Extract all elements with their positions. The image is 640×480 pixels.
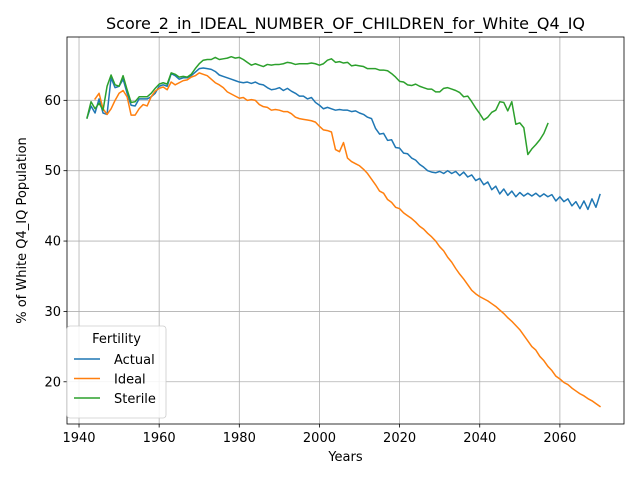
- series-lines: [86, 55, 602, 408]
- series-line-actual: [86, 67, 601, 211]
- legend-title: Fertility: [92, 332, 141, 347]
- x-tick-label: 2040: [463, 431, 496, 446]
- legend-items: Actual Ideal Sterile: [74, 353, 156, 407]
- chart-title: Score_2_in_IDEAL_NUMBER_OF_CHILDREN_for_…: [106, 14, 585, 34]
- y-tick-label: 50: [44, 164, 61, 179]
- legend-label-actual: Actual: [114, 353, 155, 368]
- y-axis-label: % of White Q4_IQ Population: [15, 137, 30, 324]
- y-tick-label: 40: [44, 235, 61, 250]
- x-tick-label: 2020: [383, 431, 416, 446]
- x-tick-label: 2000: [303, 431, 336, 446]
- legend-box: [66, 325, 167, 419]
- x-tick-label: 1980: [223, 431, 256, 446]
- x-tick-label: 1960: [143, 431, 176, 446]
- x-tick-label: 2060: [543, 431, 576, 446]
- series-line-sterile: [86, 55, 549, 156]
- x-axis-label: Years: [327, 450, 363, 465]
- legend: Fertility Actual Ideal Sterile: [66, 325, 167, 419]
- legend-label-ideal: Ideal: [114, 373, 146, 388]
- series-line-ideal: [94, 72, 602, 408]
- axis-ticks: 1940 1960 1980 2000 2020 2040 2060 20 30 40 50 60: [44, 94, 576, 446]
- y-tick-label: 20: [44, 375, 61, 390]
- plot-frame: [66, 36, 625, 425]
- y-tick-label: 60: [44, 94, 61, 109]
- y-tick-label: 30: [44, 305, 61, 320]
- legend-label-sterile: Sterile: [114, 392, 156, 407]
- x-tick-label: 1940: [62, 431, 95, 446]
